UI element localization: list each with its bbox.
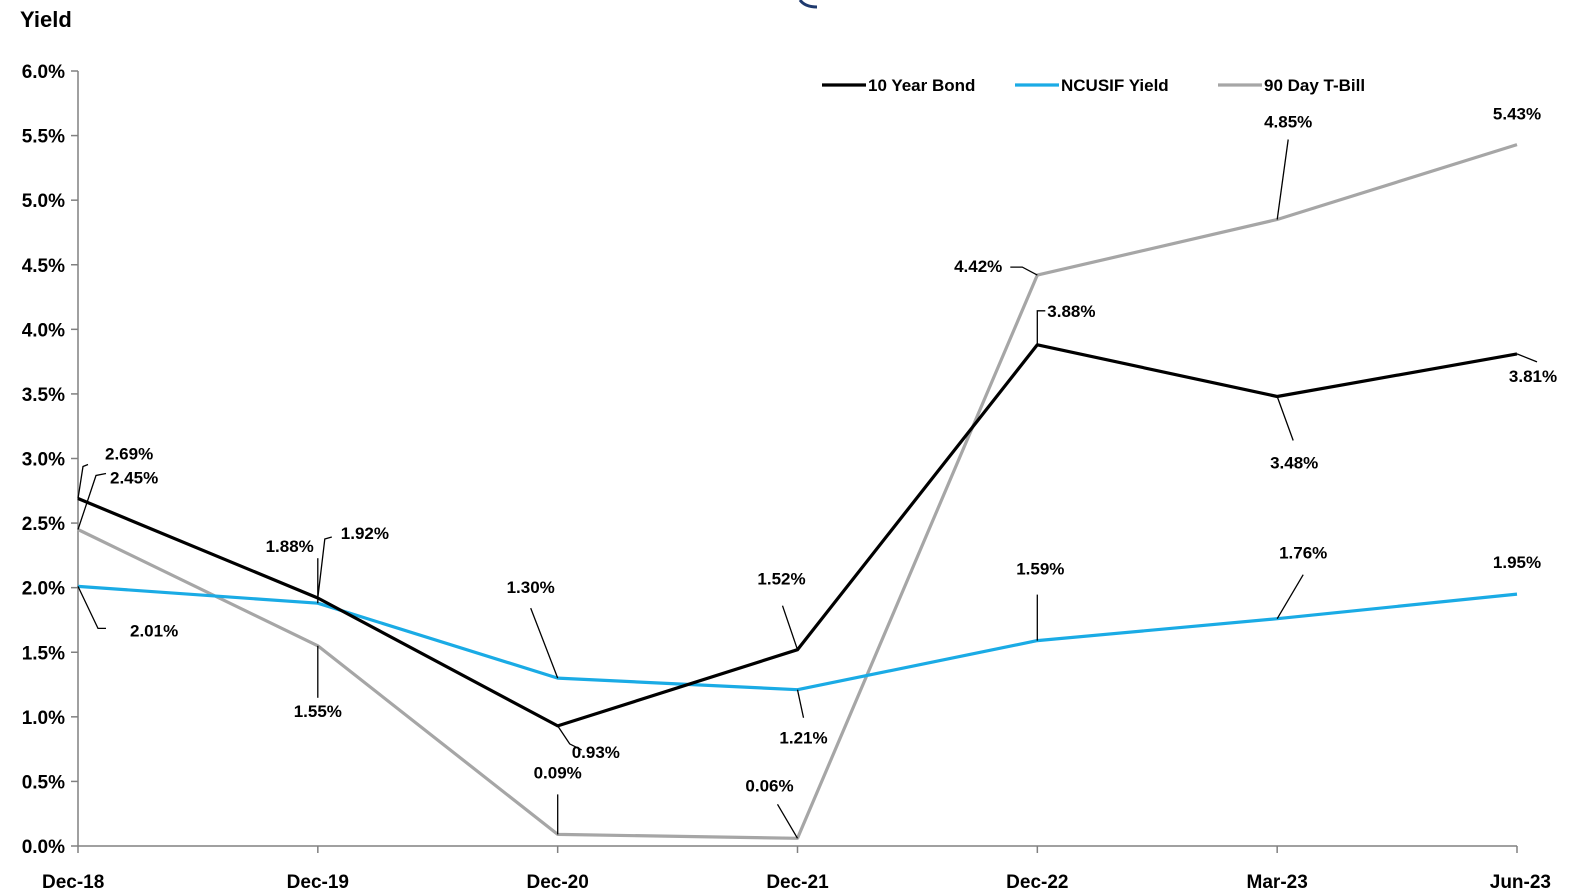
data-label-10-year-bond: 0.93% <box>572 743 620 762</box>
data-label-90-day-t-bill: 4.42% <box>954 257 1002 276</box>
y-tick-label: 0.0% <box>22 837 65 858</box>
data-label-90-day-t-bill: 0.09% <box>534 763 582 782</box>
leader-10-year-bond <box>1036 310 1046 345</box>
x-tick-label: Jun-23 <box>1490 872 1551 893</box>
data-label-90-day-t-bill: 1.55% <box>294 702 342 721</box>
leader-ncusif-yield <box>77 586 106 630</box>
y-tick-label: 5.0% <box>22 191 65 212</box>
leader-10-year-bond <box>317 536 332 599</box>
top-decoration-mark <box>798 0 818 9</box>
x-tick-labels: Dec-18 Dec-19 Dec-20 Dec-21 Dec-22 Mar-23 Jun-… <box>42 846 1551 893</box>
y-tick-label: 4.5% <box>22 256 65 277</box>
leader-10-year-bond <box>557 725 582 751</box>
y-tick-label: 2.0% <box>22 579 65 600</box>
data-label-90-day-t-bill: 2.45% <box>110 469 158 488</box>
leader-10-year-bond <box>781 605 799 650</box>
y-tick-label: 3.0% <box>22 450 65 471</box>
x-tick-label: Dec-20 <box>527 872 589 893</box>
x-tick-label: Mar-23 <box>1247 872 1308 893</box>
data-label-90-day-t-bill: 0.06% <box>745 776 793 795</box>
legend-label-ncusif-yield: NCUSIF Yield <box>1061 76 1169 95</box>
data-label-ncusif-yield: 2.01% <box>130 621 178 640</box>
series-line-10-year-bond <box>77 343 1518 728</box>
data-label-ncusif-yield: 1.95% <box>1493 553 1541 572</box>
y-tick-label: 1.5% <box>22 643 65 664</box>
leader-90-day-t-bill <box>776 803 799 839</box>
legend-label-90-day-t-bill: 90 Day T-Bill <box>1264 76 1365 95</box>
data-label-10-year-bond: 1.92% <box>341 524 389 543</box>
data-label-10-year-bond: 1.52% <box>757 570 805 589</box>
data-label-90-day-t-bill: 5.43% <box>1493 105 1541 124</box>
leader-ncusif-yield <box>796 689 805 718</box>
x-tick-label: Dec-22 <box>1006 872 1068 893</box>
data-labels: 2.69% 1.92% 0.93% 1.52% 3.88% 3.48% 3.81% 2.01%… <box>105 105 1557 796</box>
data-label-ncusif-yield: 1.30% <box>507 578 555 597</box>
y-tick-label: 0.5% <box>22 772 65 793</box>
legend-label-10-year-bond: 10 Year Bond <box>868 76 975 95</box>
series-line-ncusif-yield <box>77 584 1518 692</box>
data-label-ncusif-yield: 1.59% <box>1016 560 1064 579</box>
x-tick-label: Dec-21 <box>766 872 829 893</box>
data-label-10-year-bond: 3.48% <box>1270 454 1318 473</box>
data-label-90-day-t-bill: 4.85% <box>1264 113 1312 132</box>
data-label-10-year-bond: 3.88% <box>1047 302 1095 321</box>
leader-90-day-t-bill <box>77 472 107 530</box>
data-label-leaders <box>77 139 1538 839</box>
data-label-ncusif-yield: 1.88% <box>266 537 314 556</box>
data-label-ncusif-yield: 1.76% <box>1279 544 1327 563</box>
y-tick-label: 1.0% <box>22 708 65 729</box>
y-tick-label: 6.0% <box>22 62 65 83</box>
leader-90-day-t-bill <box>1276 139 1289 220</box>
data-label-10-year-bond: 2.69% <box>105 445 153 464</box>
legend: 10 Year Bond NCUSIF Yield 90 Day T-Bill <box>822 76 1365 95</box>
data-label-ncusif-yield: 1.21% <box>779 729 827 748</box>
leader-10-year-bond <box>1276 396 1294 441</box>
data-label-10-year-bond: 3.81% <box>1509 367 1557 386</box>
leader-90-day-t-bill <box>1010 266 1038 276</box>
x-tick-label: Dec-18 <box>42 872 104 893</box>
leader-10-year-bond <box>1516 353 1538 363</box>
y-tick-label: 2.5% <box>22 514 65 535</box>
y-tick-label: 3.5% <box>22 385 65 406</box>
leader-ncusif-yield <box>1276 574 1304 620</box>
y-tick-label: 4.0% <box>22 320 65 341</box>
y-tick-labels: 0.0% 0.5% 1.0% 1.5% 2.0% 2.5% 3.0% 3.5% 4.0% 4.5%… <box>22 62 78 858</box>
y-axis-title: Yield <box>20 7 72 32</box>
x-tick-label: Dec-19 <box>287 872 349 893</box>
y-tick-label: 5.5% <box>22 127 65 148</box>
leader-10-year-bond <box>77 463 89 499</box>
leader-ncusif-yield <box>530 607 559 679</box>
